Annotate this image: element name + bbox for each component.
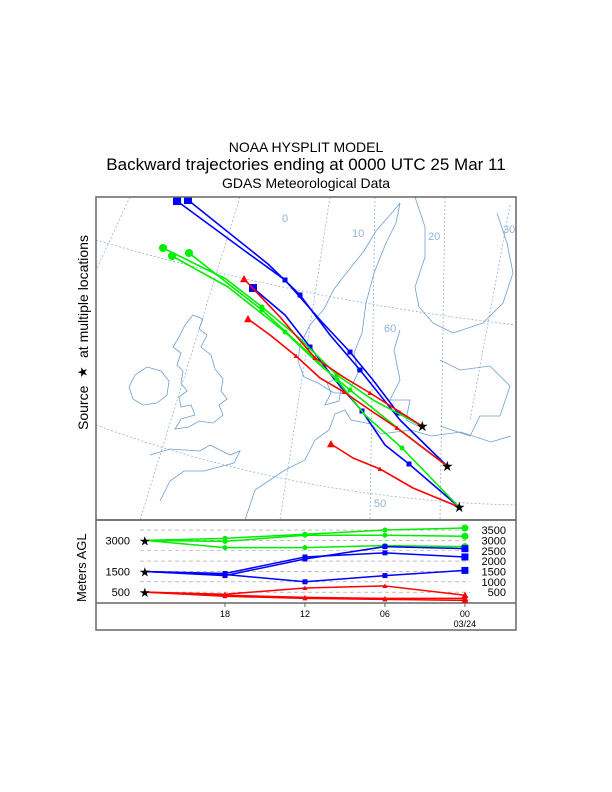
time-tick-label: 00 [460,609,470,619]
triangle-marker [382,583,388,588]
circle-marker [222,545,228,551]
right-height-tick: 1000 [482,577,506,589]
map-area: ★ ★ ★ [96,197,516,520]
trajectory-line [188,252,460,508]
trajectory-line [243,278,423,427]
square-marker [357,367,363,373]
square-marker [173,197,181,205]
height-panel-frame [95,519,517,631]
left-height-tick: 1500 [106,566,130,578]
right-height-tick: 2000 [482,556,506,568]
graticule-label: 60 [384,323,396,335]
trajectory-line [247,318,448,467]
triangle-marker [377,466,383,471]
date-label: 03/24 [454,619,477,629]
graticule-label: 20 [428,231,440,243]
trajectories: ★ ★ ★ [159,197,466,515]
source-star-icon: ★ [453,499,466,515]
source-star-icon: ★ [416,418,429,434]
circle-marker [461,532,469,540]
trajectory-line [187,199,448,467]
triangle-marker [302,585,308,591]
graticule-label: 0 [282,213,288,225]
square-marker [302,579,308,585]
square-marker [382,573,388,579]
square-marker [222,572,228,578]
height-profiles [144,524,469,603]
square-marker [184,197,192,204]
circle-marker [259,307,265,313]
height-axis-label: Meters AGL [74,533,89,602]
right-height-tick: 1500 [482,566,506,578]
graticule-label: 30 [503,224,515,236]
graticule-label: 10 [352,228,364,240]
square-marker [302,554,308,560]
triangle-marker [394,425,400,430]
triangle-marker [222,593,228,599]
triangle-marker [240,275,248,283]
square-marker [461,545,469,553]
circle-marker [399,445,405,451]
triangle-marker [327,440,335,448]
circle-marker [382,532,388,538]
circle-marker [334,377,340,383]
circle-marker [159,244,167,252]
time-tick-label: 06 [380,609,390,619]
circle-marker [382,527,388,533]
right-height-tick: 3500 [482,525,506,537]
left-height-tick: 3000 [106,535,130,547]
square-marker [382,544,388,550]
square-marker [406,461,412,467]
triangle-marker [244,315,252,323]
circle-marker [185,249,193,257]
circle-marker [347,387,353,393]
source-label: Source [75,385,91,430]
square-marker [307,344,313,350]
star-icon: ★ [75,366,90,378]
triangle-marker [367,390,373,395]
plot-title: Backward trajectories ending at 0000 UTC… [106,155,506,174]
start-star-icon: ★ [139,585,151,600]
time-tick-label: 12 [300,609,310,619]
triangle-marker [382,596,388,602]
triangle-marker [302,595,308,601]
start-star-icon: ★ [139,564,151,579]
time-tick-label: 18 [220,609,230,619]
circle-marker [222,538,228,544]
square-marker [297,292,303,298]
right-height-tick: 2500 [482,546,506,558]
square-marker [347,349,353,355]
left-height-tick: 500 [112,587,130,599]
circle-marker [302,545,308,551]
circle-marker [461,524,469,532]
coastlines [128,197,514,520]
triangle-marker [461,596,469,603]
square-marker [461,566,469,574]
square-marker [461,553,469,561]
circle-marker [302,532,308,538]
right-height-tick: 500 [488,587,506,599]
start-star-icon: ★ [139,533,151,548]
source-star-icon: ★ [441,458,454,474]
graticule [96,197,516,520]
multiple-locations-label: at multiple locations [75,235,91,358]
data-source-title: GDAS Meteorological Data [221,175,391,191]
square-marker [382,550,388,556]
graticule-label: 50 [374,498,386,510]
right-height-tick: 3000 [482,535,506,547]
height-labels: 3000 ★1500 ★500 ★35003000250020001500100050… [106,525,506,629]
triangle-marker [341,389,347,394]
graticule-labels: 0 10 20 30 60 50 [282,213,515,510]
triangle-marker [293,353,299,358]
circle-marker [168,252,176,260]
model-title: NOAA HYSPLIT MODEL [228,139,384,155]
triangle-marker [312,355,318,360]
